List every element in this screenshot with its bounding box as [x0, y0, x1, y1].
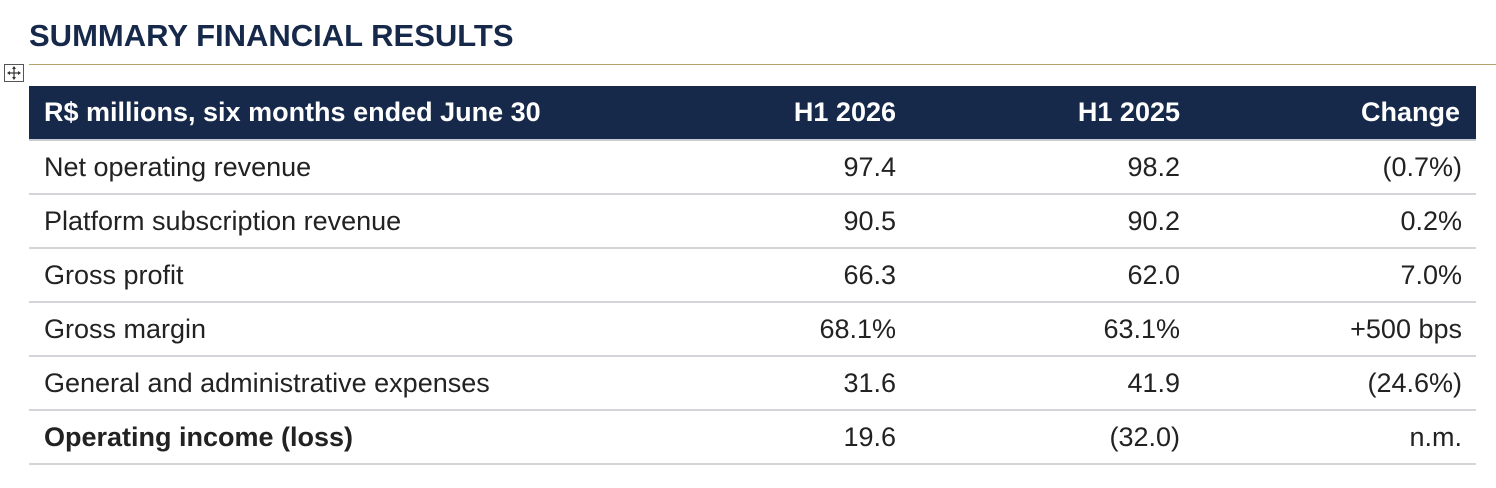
- table-row: Operating income (loss) 19.6 (32.0) n.m.: [29, 410, 1476, 465]
- table-move-handle-icon[interactable]: [4, 64, 24, 82]
- cell-h1-2026: 68.1%: [609, 302, 912, 357]
- cell-h1-2026: 66.3: [609, 248, 912, 303]
- table-row: Gross margin 68.1% 63.1% +500 bps: [29, 302, 1476, 357]
- header-change: Change: [1196, 86, 1476, 141]
- cell-h1-2025: 62.0: [912, 248, 1196, 303]
- header-label: R$ millions, six months ended June 30: [29, 86, 609, 141]
- row-label: Gross profit: [29, 248, 609, 303]
- cell-h1-2025: 41.9: [912, 356, 1196, 411]
- row-label: Net operating revenue: [29, 140, 609, 195]
- row-label: General and administrative expenses: [29, 356, 609, 411]
- cell-h1-2026: 31.6: [609, 356, 912, 411]
- cell-h1-2025: 90.2: [912, 194, 1196, 249]
- table-row: Net operating revenue 97.4 98.2 (0.7%): [29, 140, 1476, 195]
- row-label: Platform subscription revenue: [29, 194, 609, 249]
- title-divider: [29, 64, 1496, 65]
- table-row: Platform subscription revenue 90.5 90.2 …: [29, 194, 1476, 249]
- section-title: SUMMARY FINANCIAL RESULTS: [29, 18, 514, 53]
- cell-h1-2026: 19.6: [609, 410, 912, 465]
- cell-change: n.m.: [1196, 410, 1476, 465]
- cell-h1-2026: 90.5: [609, 194, 912, 249]
- cell-change: (0.7%): [1196, 140, 1476, 195]
- cell-change: 0.2%: [1196, 194, 1476, 249]
- financial-results-table: R$ millions, six months ended June 30 H1…: [29, 86, 1476, 465]
- header-h1-2025: H1 2025: [912, 86, 1196, 141]
- cell-h1-2025: 98.2: [912, 140, 1196, 195]
- table-row: General and administrative expenses 31.6…: [29, 356, 1476, 411]
- cell-change: 7.0%: [1196, 248, 1476, 303]
- table-row: Gross profit 66.3 62.0 7.0%: [29, 248, 1476, 303]
- cell-h1-2026: 97.4: [609, 140, 912, 195]
- cell-change: +500 bps: [1196, 302, 1476, 357]
- row-label: Gross margin: [29, 302, 609, 357]
- row-label: Operating income (loss): [29, 410, 609, 465]
- cell-change: (24.6%): [1196, 356, 1476, 411]
- table-header-row: R$ millions, six months ended June 30 H1…: [29, 86, 1476, 141]
- cell-h1-2025: 63.1%: [912, 302, 1196, 357]
- cell-h1-2025: (32.0): [912, 410, 1196, 465]
- header-h1-2026: H1 2026: [609, 86, 912, 141]
